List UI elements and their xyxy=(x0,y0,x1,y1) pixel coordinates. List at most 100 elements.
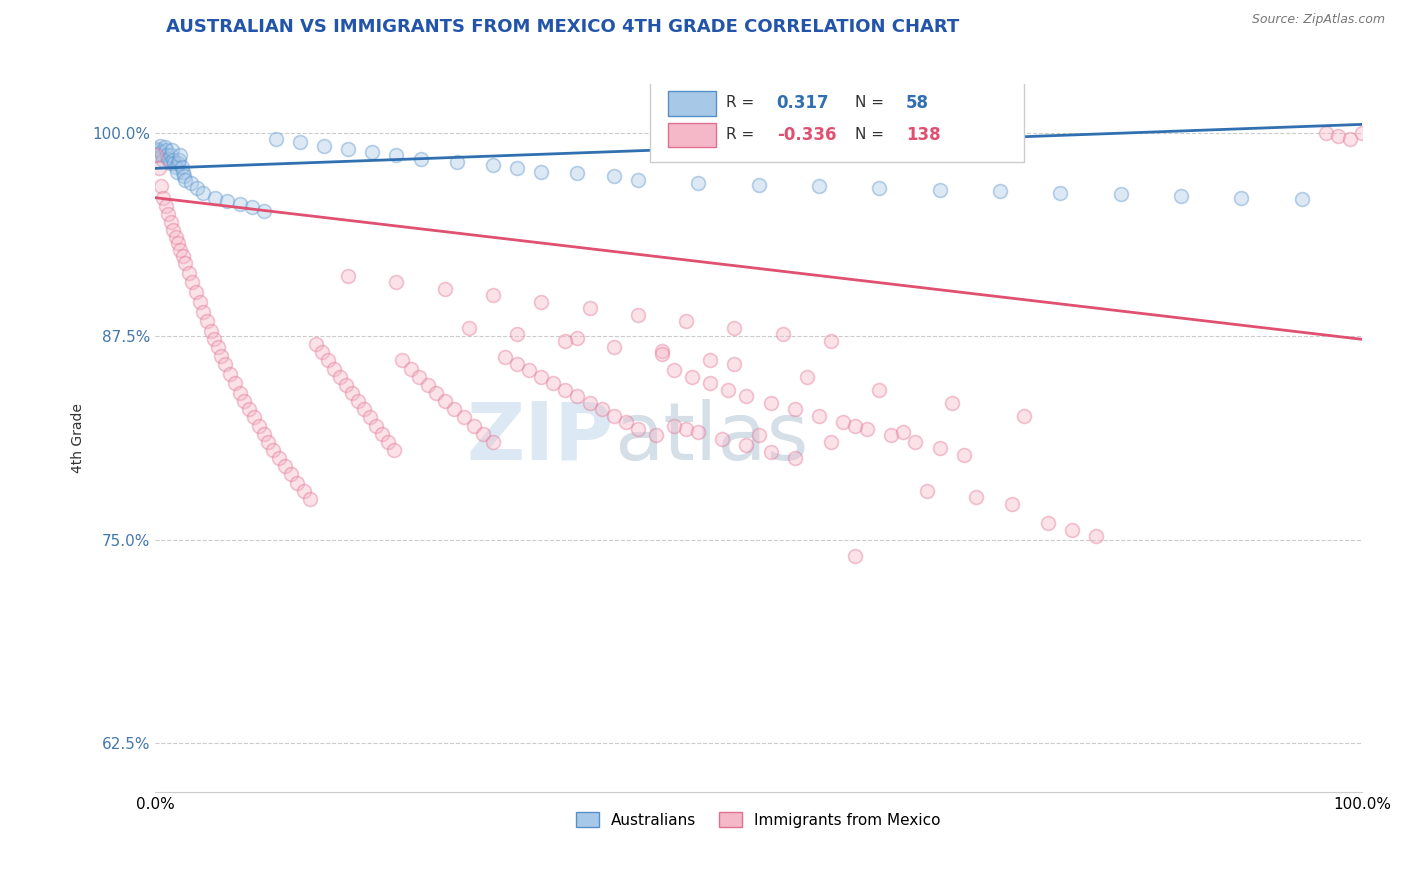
Point xyxy=(148,144,170,158)
Point xyxy=(688,425,710,439)
Point xyxy=(364,418,387,433)
Point xyxy=(783,402,806,417)
Point xyxy=(233,394,256,409)
Point xyxy=(152,191,174,205)
Point xyxy=(681,369,703,384)
Text: 138: 138 xyxy=(905,126,941,144)
Point xyxy=(150,148,173,162)
Point xyxy=(149,138,172,153)
Point xyxy=(832,415,855,429)
Point xyxy=(200,324,222,338)
Point xyxy=(280,467,302,482)
Point xyxy=(247,418,270,433)
Point xyxy=(941,396,963,410)
Text: R =: R = xyxy=(725,128,754,142)
Point xyxy=(165,229,187,244)
Point xyxy=(316,353,339,368)
Text: atlas: atlas xyxy=(613,399,808,477)
Point xyxy=(174,256,197,270)
Point xyxy=(155,144,177,158)
Point xyxy=(288,136,311,150)
Bar xyxy=(668,122,716,147)
Point xyxy=(747,178,769,192)
Point xyxy=(177,266,200,280)
Point xyxy=(747,428,769,442)
Point xyxy=(463,418,485,433)
Point xyxy=(173,169,195,184)
Point xyxy=(783,451,806,466)
Point xyxy=(820,434,842,449)
Point xyxy=(292,483,315,498)
Point xyxy=(530,369,553,384)
Point xyxy=(699,376,721,391)
Point xyxy=(155,199,177,213)
Point xyxy=(662,363,685,377)
Point xyxy=(193,304,215,318)
Point xyxy=(150,145,173,159)
Point xyxy=(174,173,197,187)
Point xyxy=(167,236,190,251)
Point xyxy=(159,148,181,162)
Point xyxy=(214,357,236,371)
Point xyxy=(928,442,950,456)
Point xyxy=(159,156,181,170)
Point xyxy=(1351,126,1374,140)
Point xyxy=(759,444,782,458)
Point xyxy=(433,394,456,409)
Point xyxy=(723,321,745,335)
Point xyxy=(506,327,529,342)
Point xyxy=(675,314,697,328)
Point xyxy=(880,428,903,442)
Point xyxy=(371,426,394,441)
Point xyxy=(264,132,287,146)
Text: 58: 58 xyxy=(905,94,929,112)
Point xyxy=(359,410,381,425)
Point xyxy=(172,249,194,263)
Point xyxy=(157,207,180,221)
Point xyxy=(159,215,181,229)
Point xyxy=(699,353,721,368)
Point xyxy=(567,331,589,345)
Point xyxy=(1230,191,1253,205)
Point xyxy=(157,152,180,166)
Point xyxy=(457,321,479,335)
Point xyxy=(257,434,280,449)
Point xyxy=(482,158,505,172)
Point xyxy=(218,367,240,381)
Point xyxy=(662,418,685,433)
Point xyxy=(928,182,950,196)
Point xyxy=(578,301,600,316)
Point xyxy=(181,276,204,290)
Point xyxy=(162,223,184,237)
Point xyxy=(602,409,624,423)
Point xyxy=(820,334,842,348)
FancyBboxPatch shape xyxy=(650,80,1024,161)
Point xyxy=(735,438,758,452)
Point xyxy=(506,161,529,176)
Point xyxy=(170,160,193,174)
Point xyxy=(543,376,565,391)
Point xyxy=(195,314,218,328)
Point xyxy=(472,426,495,441)
Point xyxy=(1038,516,1060,531)
Point xyxy=(567,389,589,403)
Point xyxy=(340,386,363,401)
Point xyxy=(262,443,284,458)
Point xyxy=(167,156,190,170)
Point xyxy=(868,181,890,195)
Point xyxy=(160,144,183,158)
Point xyxy=(204,191,226,205)
Point xyxy=(312,138,335,153)
Point xyxy=(184,285,207,299)
Point xyxy=(453,410,475,425)
Point xyxy=(152,153,174,168)
Point xyxy=(399,361,422,376)
Point xyxy=(651,347,673,361)
Point xyxy=(567,166,589,180)
Point xyxy=(627,422,650,436)
Point xyxy=(337,142,360,156)
Text: Source: ZipAtlas.com: Source: ZipAtlas.com xyxy=(1251,13,1385,27)
Point xyxy=(988,184,1011,198)
Point xyxy=(217,194,239,208)
Point xyxy=(287,475,309,490)
